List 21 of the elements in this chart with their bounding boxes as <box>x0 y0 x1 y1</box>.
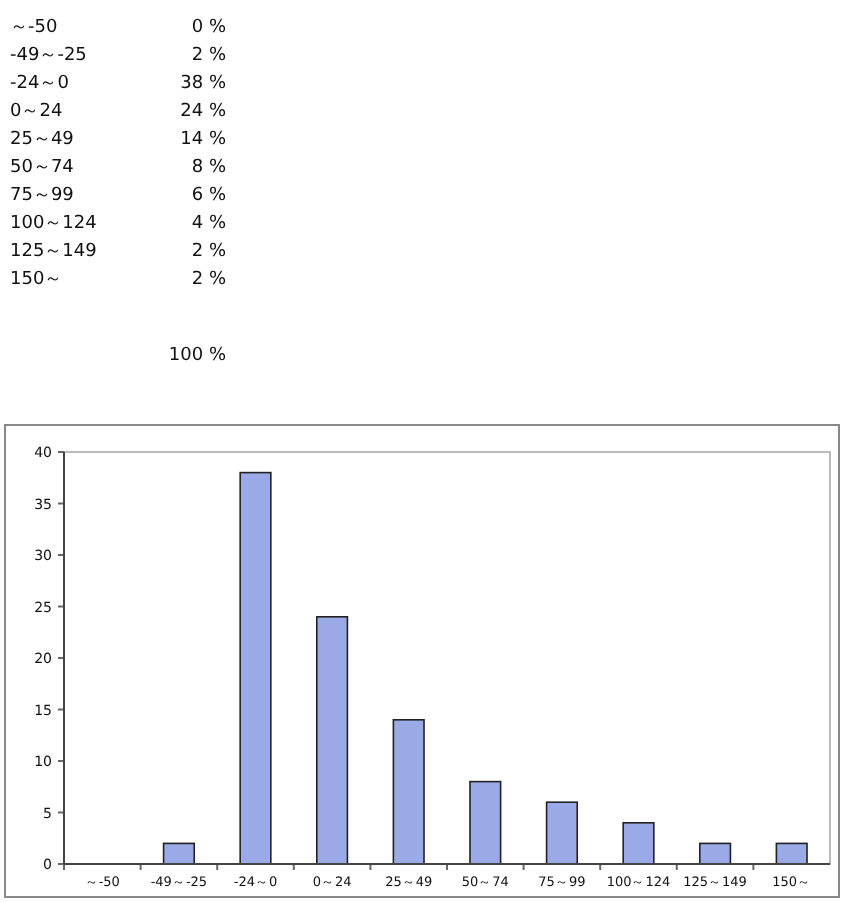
category-label: 0～24 <box>10 102 63 122</box>
category-label: 75～99 <box>10 186 74 206</box>
text: 8 % <box>191 158 227 178</box>
text: 2 % <box>191 242 227 262</box>
text: 38 % <box>180 74 227 94</box>
category-label: 100～124 <box>10 214 97 234</box>
category-label: -49～-25 <box>10 46 87 66</box>
category-label: 150～ <box>10 270 63 290</box>
category-label: -24～0 <box>10 74 69 94</box>
text: 0 % <box>191 18 227 38</box>
text: 4 % <box>191 214 227 234</box>
text: 2 % <box>191 270 227 290</box>
text: 14 % <box>180 130 227 150</box>
category-label: ～-50 <box>10 18 58 38</box>
text: 100 % <box>168 346 227 366</box>
text: 2 % <box>191 46 227 66</box>
text: 24 % <box>180 102 227 122</box>
category-label: 50～74 <box>10 158 74 178</box>
text: 6 % <box>191 186 227 206</box>
category-label: 25～49 <box>10 130 74 150</box>
category-label: 125～149 <box>10 242 97 262</box>
